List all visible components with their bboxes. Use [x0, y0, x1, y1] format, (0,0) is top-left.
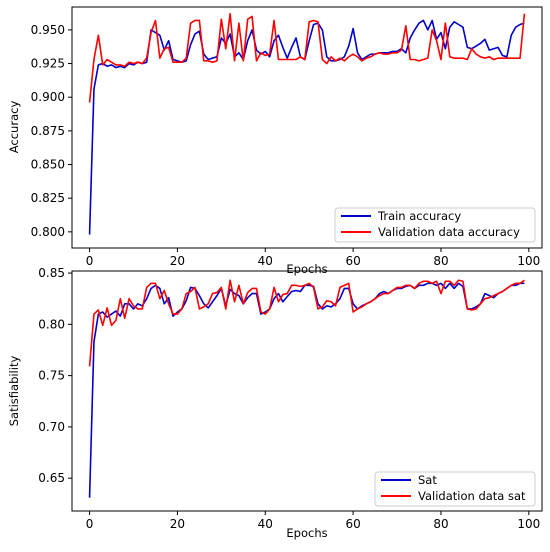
satisfiability-x-axis-label: Epochs — [286, 526, 327, 540]
satisfiability-y-axis-label: Satisfiability — [7, 356, 21, 427]
accuracy-y-tick-label: 0.850 — [31, 158, 65, 172]
accuracy-ticks: 0 20 40 60 80 100 0.800 0.825 0.850 0.875 0.900 0.9… — [31, 23, 541, 268]
satisfiability-x-tick-label: 40 — [258, 517, 273, 531]
series-line-validation-data-accuracy — [88, 12, 526, 103]
satisfiability-x-tick-label: 80 — [433, 517, 448, 531]
accuracy-x-tick-label: 20 — [170, 254, 185, 268]
accuracy-series-lines — [88, 12, 526, 235]
satisfiability-x-tick-label: 100 — [517, 517, 540, 531]
series-line-validation-data-sat — [88, 279, 525, 367]
accuracy-legend-label-validation: Validation data accuracy — [378, 225, 520, 239]
satisfiability-y-tick-label: 0.85 — [38, 266, 65, 280]
satisfiability-x-tick-label: 0 — [86, 517, 94, 531]
accuracy-y-axis-label: Accuracy — [7, 101, 21, 154]
satisfiability-x-tick-label: 20 — [170, 517, 185, 531]
accuracy-legend: Train accuracy Validation data accuracy — [334, 207, 536, 243]
accuracy-y-tick-label: 0.800 — [31, 225, 65, 239]
satisfiability-legend-box — [374, 471, 536, 507]
accuracy-plot-frame — [71, 6, 543, 249]
accuracy-x-tick-label: 80 — [433, 254, 448, 268]
satisfiability-legend: Sat Validation data sat — [374, 471, 536, 507]
satisfiability-legend-label-validation: Validation data sat — [418, 489, 526, 503]
accuracy-x-axis-label: Epochs — [286, 262, 327, 276]
accuracy-subplot: 0 20 40 60 80 100 0.800 0.825 0.850 0.875 0.900 0.9… — [7, 6, 543, 276]
satisfiability-legend-label-sat: Sat — [418, 473, 437, 487]
satisfiability-subplot: 0 20 40 60 80 100 0.65 0.70 0.75 0.80 0.85 Sat Val… — [7, 266, 543, 540]
series-line-train-accuracy — [88, 19, 525, 235]
accuracy-x-tick-label: 60 — [345, 254, 360, 268]
accuracy-x-tick-label: 40 — [258, 254, 273, 268]
accuracy-legend-box — [334, 207, 536, 243]
accuracy-y-tick-label: 0.900 — [31, 90, 65, 104]
satisfiability-y-tick-label: 0.65 — [38, 471, 65, 485]
satisfiability-y-tick-label: 0.70 — [38, 420, 65, 434]
satisfiability-plot-frame — [71, 270, 543, 512]
satisfiability-series-lines — [88, 279, 525, 498]
accuracy-y-tick-label: 0.825 — [31, 191, 65, 205]
satisfiability-y-tick-label: 0.80 — [38, 317, 65, 331]
accuracy-y-tick-label: 0.875 — [31, 124, 65, 138]
accuracy-legend-label-train: Train accuracy — [377, 209, 461, 223]
satisfiability-ticks: 0 20 40 60 80 100 0.65 0.70 0.75 0.80 0.85 — [38, 266, 540, 531]
accuracy-x-tick-label: 0 — [86, 254, 94, 268]
accuracy-y-tick-label: 0.950 — [31, 23, 65, 37]
satisfiability-y-tick-label: 0.75 — [38, 369, 65, 383]
accuracy-y-tick-label: 0.925 — [31, 57, 65, 71]
satisfiability-x-tick-label: 60 — [345, 517, 360, 531]
accuracy-x-tick-label: 100 — [517, 254, 540, 268]
